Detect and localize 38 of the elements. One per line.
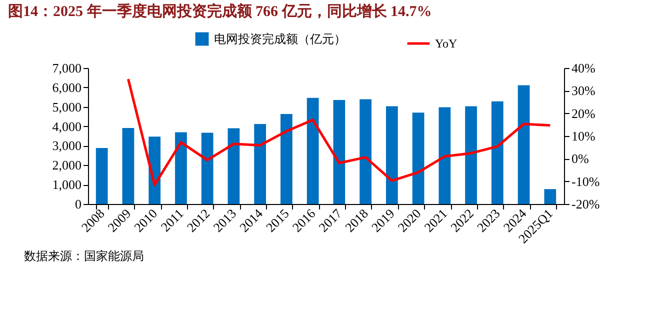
bar	[306, 98, 319, 204]
bar	[280, 114, 292, 204]
y2-tick-label: -10%	[572, 174, 600, 189]
bar	[438, 107, 451, 204]
y2-tick-label: 30%	[572, 83, 596, 98]
x-tick-label: 2011	[158, 206, 186, 235]
bar	[491, 101, 504, 204]
bar	[333, 100, 346, 204]
bar	[544, 189, 556, 204]
y-tick-label: 1,000	[52, 177, 82, 192]
y-tick-label: 4,000	[52, 118, 82, 134]
y2-tick-label: -20%	[572, 196, 600, 212]
y-tick-label: 3,000	[52, 138, 82, 154]
chart-title: 图14：2025 年一季度电网投资完成额 766 亿元，同比增长 14.7%	[8, 2, 432, 20]
bar	[122, 128, 134, 204]
y2-tick-label: 0%	[572, 151, 589, 166]
bar	[228, 128, 240, 204]
legend-label: YoY	[435, 36, 458, 50]
y-tick-label: 7,000	[52, 60, 82, 76]
bar	[254, 124, 266, 204]
bar	[201, 132, 214, 204]
y2-tick-label: 10%	[572, 128, 596, 144]
y2-tick-label: 40%	[572, 60, 596, 76]
bar	[412, 112, 424, 204]
y2-tick-label: 20%	[572, 106, 596, 121]
bar	[175, 132, 187, 204]
y-tick-label: 2,000	[52, 158, 82, 173]
line-series	[126, 78, 552, 186]
bar	[465, 106, 477, 204]
y-tick-label: 0	[75, 196, 82, 212]
y-tick-label: 6,000	[52, 80, 82, 95]
source-note: 数据来源：国家能源局	[24, 248, 145, 265]
bar	[360, 99, 372, 204]
y-tick-label: 5,000	[52, 99, 82, 114]
bar	[386, 106, 398, 204]
bar	[518, 85, 530, 204]
legend-label: 电网投资完成额（亿元）	[214, 32, 346, 46]
bar	[96, 148, 108, 204]
